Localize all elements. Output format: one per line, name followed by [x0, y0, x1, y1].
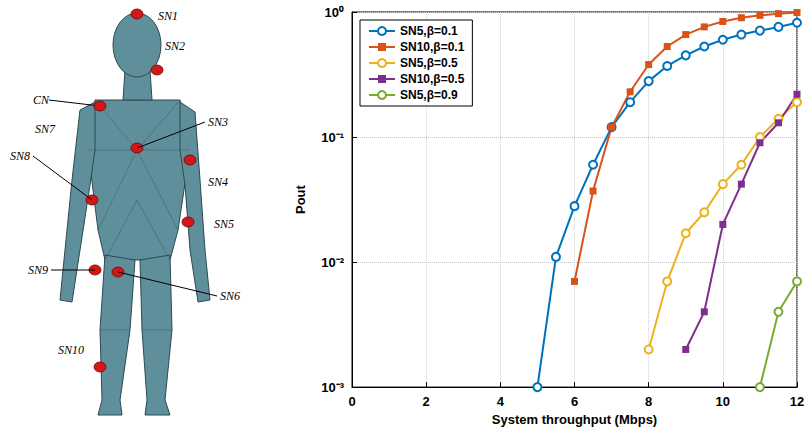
svg-text:SN10: SN10	[58, 343, 84, 357]
svg-text:10⁻³: 10⁻³	[321, 380, 344, 395]
svg-text:SN9: SN9	[28, 263, 48, 277]
svg-text:SN5,β=0.1: SN5,β=0.1	[400, 24, 458, 38]
svg-text:SN6: SN6	[220, 289, 240, 303]
svg-text:12: 12	[790, 394, 804, 409]
svg-text:0: 0	[348, 394, 355, 409]
svg-text:SN2: SN2	[165, 39, 185, 53]
svg-text:SN4: SN4	[208, 175, 228, 189]
svg-text:System throughput (Mbps): System throughput (Mbps)	[492, 412, 657, 427]
svg-text:8: 8	[645, 394, 652, 409]
svg-text:SN5: SN5	[214, 217, 234, 231]
svg-text:SN10,β=0.1: SN10,β=0.1	[400, 40, 465, 54]
svg-text:10⁻²: 10⁻²	[321, 255, 344, 270]
svg-text:CN: CN	[33, 93, 50, 107]
svg-text:6: 6	[571, 394, 578, 409]
svg-text:SN8: SN8	[10, 149, 30, 163]
svg-text:2: 2	[423, 394, 430, 409]
svg-text:SN3: SN3	[208, 115, 228, 129]
svg-text:10: 10	[716, 394, 730, 409]
svg-text:SN10,β=0.5: SN10,β=0.5	[400, 72, 465, 86]
svg-text:SN1: SN1	[158, 9, 178, 23]
svg-text:10⁰: 10⁰	[325, 5, 344, 20]
svg-text:SN5,β=0.9: SN5,β=0.9	[400, 88, 458, 102]
svg-text:SN5,β=0.5: SN5,β=0.5	[400, 56, 458, 70]
svg-text:10⁻¹: 10⁻¹	[321, 130, 344, 145]
svg-text:Pout: Pout	[293, 184, 308, 214]
svg-text:SN7: SN7	[35, 122, 56, 136]
svg-text:4: 4	[497, 394, 505, 409]
